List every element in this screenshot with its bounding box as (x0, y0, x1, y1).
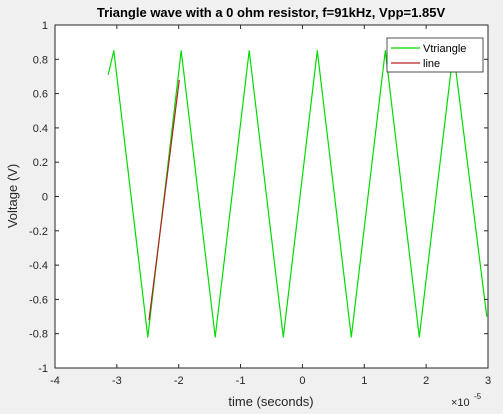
x-tick-label: -3 (112, 375, 122, 387)
x-exponent-label: ×10 (451, 397, 470, 409)
x-tick-label: -1 (236, 375, 246, 387)
y-tick-label: -0.2 (29, 226, 48, 238)
x-tick-label: 3 (485, 375, 491, 387)
x-tick-label: 0 (299, 375, 305, 387)
legend-label-line: line (423, 58, 440, 70)
legend: Vtriangle line (386, 37, 484, 73)
y-tick-label: -0.4 (29, 260, 48, 272)
y-axis-label: Voltage (V) (5, 164, 20, 228)
tick-layer: -4 -3 -2 -1 0 1 2 3 -1 -0.8 -0.6 -0.4 -0.2 0 0.2 0.4 0.6… (29, 20, 491, 387)
x-tick-label: -4 (50, 375, 60, 387)
y-tick-label: 0.4 (33, 123, 48, 135)
legend-label-vtriangle: Vtriangle (423, 43, 466, 55)
x-tick-label: -2 (174, 375, 184, 387)
x-axis-label: time (seconds) (228, 394, 313, 409)
x-tick-label: 1 (361, 375, 367, 387)
y-tick-label: 0.2 (33, 157, 48, 169)
y-tick-label: 1 (42, 20, 48, 32)
plot-area (55, 25, 488, 368)
series-layer (107, 50, 488, 338)
y-tick-label: 0.6 (33, 89, 48, 101)
y-tick-label: -0.6 (29, 294, 48, 306)
series-line-line (148, 79, 180, 321)
series-vtriangle-line (107, 50, 488, 338)
y-tick-label: 0.8 (33, 54, 48, 66)
y-tick-label: -0.8 (29, 329, 48, 341)
x-tick-label: 2 (423, 375, 429, 387)
x-exponent-power: -5 (474, 392, 482, 401)
y-tick-label: -1 (38, 363, 48, 375)
y-tick-label: 0 (42, 192, 48, 204)
chart-title: Triangle wave with a 0 ohm resistor, f=9… (97, 5, 446, 20)
legend-box (386, 37, 484, 73)
